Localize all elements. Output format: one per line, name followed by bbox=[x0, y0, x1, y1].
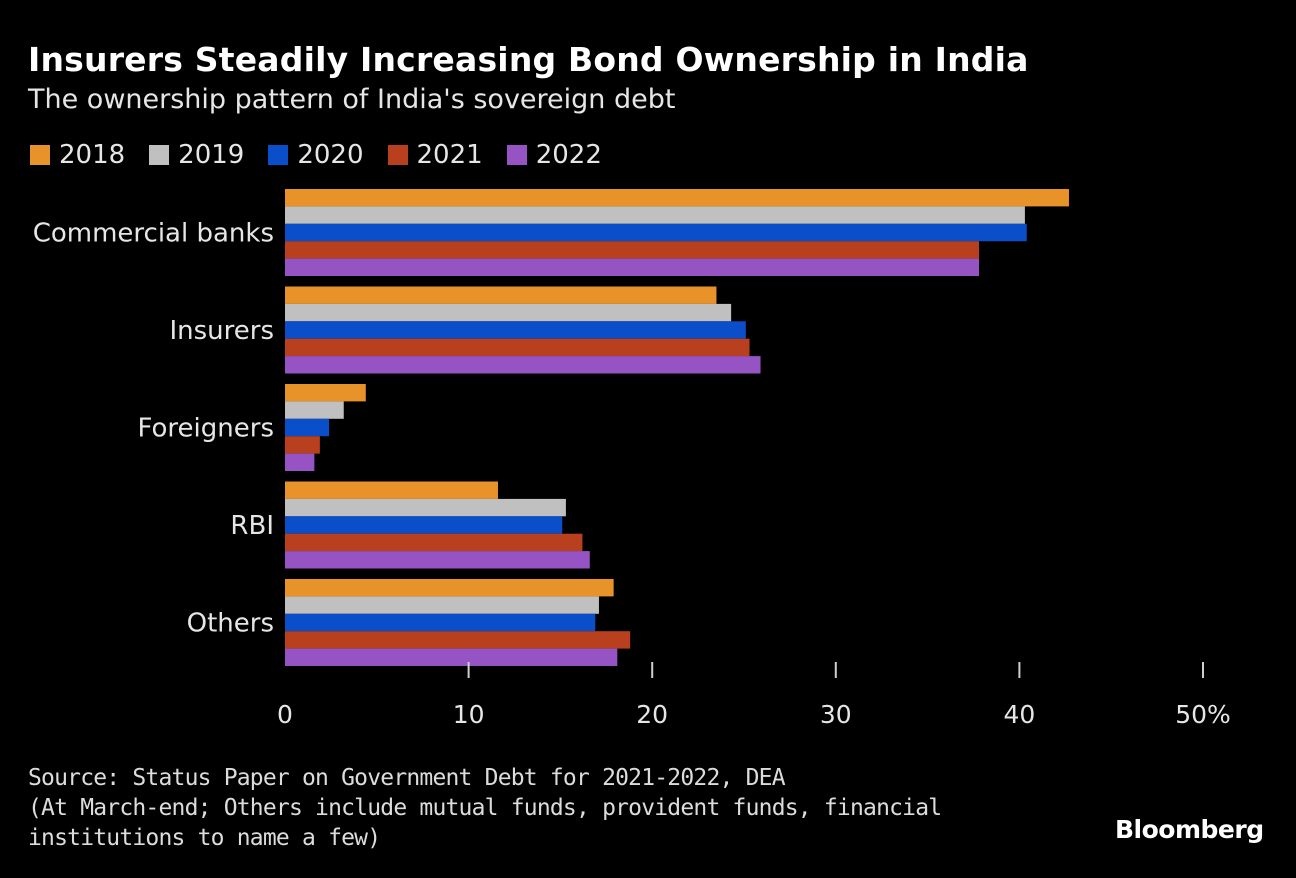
bar-foreigners-2019 bbox=[285, 401, 344, 419]
legend-label-2019: 2019 bbox=[178, 140, 245, 170]
bar-foreigners-2018 bbox=[285, 384, 366, 402]
x-tick-label-50: 50% bbox=[1175, 700, 1231, 729]
legend: 2018 2019 2020 2021 2022 bbox=[30, 140, 626, 170]
bar-others-2020 bbox=[285, 613, 596, 632]
legend-item-2022: 2022 bbox=[506, 140, 602, 170]
source-line-3: institutions to name a few) bbox=[28, 825, 381, 851]
bar-insurers-2021 bbox=[285, 338, 750, 357]
category-label-rbi: RBI bbox=[230, 511, 274, 541]
bar-others-2018 bbox=[285, 579, 614, 597]
legend-item-2021: 2021 bbox=[387, 140, 483, 170]
category-label-commercial-banks: Commercial banks bbox=[33, 219, 274, 249]
legend-swatch-2020 bbox=[268, 145, 289, 165]
source-line-2: (At March-end; Others include mutual fun… bbox=[28, 795, 942, 821]
legend-label-2022: 2022 bbox=[535, 140, 602, 170]
bar-others-2019 bbox=[285, 596, 599, 614]
bar-foreigners-2020 bbox=[285, 418, 330, 437]
chart-title: Insurers Steadily Increasing Bond Owners… bbox=[28, 40, 1029, 79]
bar-foreigners-2021 bbox=[285, 436, 320, 454]
category-label-foreigners: Foreigners bbox=[138, 414, 275, 444]
bar-rbi-2020 bbox=[285, 516, 563, 534]
source-note: Source: Status Paper on Government Debt … bbox=[28, 763, 942, 853]
legend-label-2020: 2020 bbox=[297, 140, 364, 170]
chart-subtitle: The ownership pattern of India's soverei… bbox=[28, 84, 676, 115]
legend-swatch-2018 bbox=[30, 145, 50, 165]
bar-insurers-2022 bbox=[285, 356, 761, 374]
bloomberg-logo: Bloomberg bbox=[1115, 815, 1264, 844]
bar-foreigners-2022 bbox=[285, 453, 315, 471]
x-tick-label-40: 40 bbox=[1003, 700, 1035, 729]
bar-insurers-2019 bbox=[285, 303, 732, 322]
legend-swatch-2019 bbox=[149, 145, 170, 165]
source-line-1: Source: Status Paper on Government Debt … bbox=[28, 765, 786, 791]
legend-swatch-2022 bbox=[506, 145, 527, 165]
x-tick-label-20: 20 bbox=[636, 700, 668, 729]
category-label-insurers: Insurers bbox=[169, 316, 274, 346]
bar-rbi-2022 bbox=[285, 551, 590, 569]
x-tick-label-0: 0 bbox=[277, 700, 293, 729]
bar-commercial-banks-2021 bbox=[285, 241, 980, 259]
bar-others-2022 bbox=[285, 648, 618, 666]
x-tick-label-30: 30 bbox=[820, 700, 852, 729]
bar-commercial-banks-2019 bbox=[285, 206, 1025, 224]
legend-item-2020: 2020 bbox=[268, 140, 364, 170]
legend-item-2019: 2019 bbox=[149, 140, 244, 170]
bar-commercial-banks-2020 bbox=[285, 223, 1027, 242]
bar-rbi-2019 bbox=[285, 498, 566, 517]
legend-swatch-2021 bbox=[387, 145, 408, 165]
bar-insurers-2018 bbox=[285, 286, 717, 304]
bar-rbi-2018 bbox=[285, 481, 498, 499]
legend-label-2018: 2018 bbox=[59, 140, 126, 170]
bar-commercial-banks-2022 bbox=[285, 258, 980, 276]
bar-commercial-banks-2018 bbox=[285, 189, 1069, 207]
bar-insurers-2020 bbox=[285, 321, 746, 339]
bar-others-2021 bbox=[285, 631, 631, 649]
category-label-others: Others bbox=[187, 609, 274, 639]
legend-label-2021: 2021 bbox=[416, 140, 483, 170]
x-tick-label-10: 10 bbox=[453, 700, 485, 729]
bar-rbi-2021 bbox=[285, 533, 583, 552]
legend-item-2018: 2018 bbox=[30, 140, 125, 170]
